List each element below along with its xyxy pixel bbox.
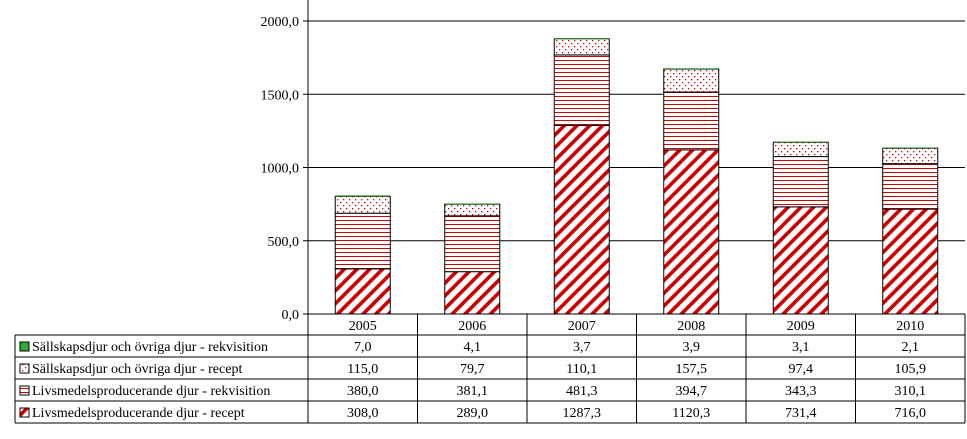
y-tick-label: 500,0 — [268, 235, 300, 250]
bar-segment-2005-series-3 — [335, 195, 391, 197]
table-cell-value: 3,7 — [573, 340, 591, 355]
table-cell-value: 7,0 — [354, 340, 372, 355]
bar-segment-2006-series-0 — [444, 271, 501, 315]
x-category-label: 2009 — [787, 319, 815, 334]
x-category-label: 2005 — [349, 319, 377, 334]
legend-series-label: Livsmedelsproducerande djur - recept — [32, 406, 245, 421]
bar-segment-2009-series-3 — [773, 141, 829, 143]
bar-segment-2005-series-2 — [334, 195, 391, 214]
bar-segment-2010-series-1 — [882, 163, 939, 210]
bar-segment-2008-series-3 — [663, 68, 719, 69]
table-cell-value: 157,5 — [676, 362, 708, 377]
legend-key — [19, 385, 30, 396]
bar-segment-2005-series-0 — [334, 268, 391, 315]
table-cell-value: 1120,3 — [672, 406, 710, 421]
table-cell-value: 110,1 — [566, 362, 597, 377]
legend-series-label: Sällskapsdjur och övriga djur - rekvisit… — [32, 340, 268, 355]
bar-segment-2006-series-3 — [444, 203, 500, 205]
table-cell-value: 3,1 — [792, 340, 810, 355]
table-cell-value: 716,0 — [895, 406, 927, 421]
table-cell-value: 79,7 — [460, 362, 485, 377]
bar-segment-2006-series-1 — [444, 215, 501, 273]
bar-segment-2008-series-1 — [663, 91, 720, 151]
bar-segment-2009-series-2 — [772, 141, 829, 158]
table-cell-value: 115,0 — [347, 362, 378, 377]
bar-segment-2007-series-0 — [553, 124, 610, 315]
table-cell-value: 97,4 — [789, 362, 814, 377]
table-cell-value: 381,1 — [457, 384, 489, 399]
legend-series-label: Sällskapsdjur och övriga djur - recept — [32, 362, 242, 377]
bar-segment-2010-series-2 — [882, 147, 939, 165]
bar-segment-2007-series-2 — [553, 38, 610, 56]
table-cell-value: 308,0 — [347, 406, 379, 421]
table-cell-value: 310,1 — [895, 384, 927, 399]
y-tick-label: 1000,0 — [261, 162, 300, 177]
table-cell-value: 2,1 — [902, 340, 920, 355]
table-cell-value: 105,9 — [895, 362, 927, 377]
table-cell-value: 4,1 — [464, 340, 482, 355]
bar-segment-2007-series-1 — [553, 54, 610, 126]
bar-segment-2010-series-3 — [882, 147, 938, 149]
legend-key — [19, 407, 30, 418]
table-cell-value: 380,0 — [347, 384, 379, 399]
bar-segment-2007-series-3 — [554, 37, 610, 39]
bar-segment-2008-series-2 — [663, 68, 720, 93]
table-cell-value: 3,9 — [683, 340, 701, 355]
y-tick-label: 2000,0 — [261, 15, 300, 30]
table-cell-value: 394,7 — [676, 384, 708, 399]
x-category-label: 2008 — [677, 319, 705, 334]
bar-segment-2006-series-2 — [444, 203, 501, 217]
bar-segment-2008-series-0 — [663, 149, 720, 315]
legend-key — [19, 363, 30, 374]
x-category-label: 2006 — [458, 319, 486, 334]
legend-key — [19, 341, 30, 352]
bar-segment-2010-series-0 — [882, 208, 939, 315]
table-cell-value: 289,0 — [457, 406, 489, 421]
y-tick-label: 0,0 — [282, 308, 300, 323]
x-category-label: 2010 — [896, 319, 924, 334]
bar-segment-2005-series-1 — [334, 212, 391, 270]
table-cell-value: 731,4 — [785, 406, 817, 421]
x-category-label: 2007 — [568, 319, 596, 334]
bar-segment-2009-series-1 — [772, 156, 829, 208]
y-tick-label: 1500,0 — [261, 88, 300, 103]
bar-segment-2009-series-0 — [772, 206, 829, 315]
table-cell-value: 1287,3 — [563, 406, 602, 421]
table-cell-value: 343,3 — [785, 384, 817, 399]
table-cell-value: 481,3 — [566, 384, 598, 399]
legend-series-label: Livsmedelsproducerande djur - rekvisitio… — [32, 384, 270, 399]
